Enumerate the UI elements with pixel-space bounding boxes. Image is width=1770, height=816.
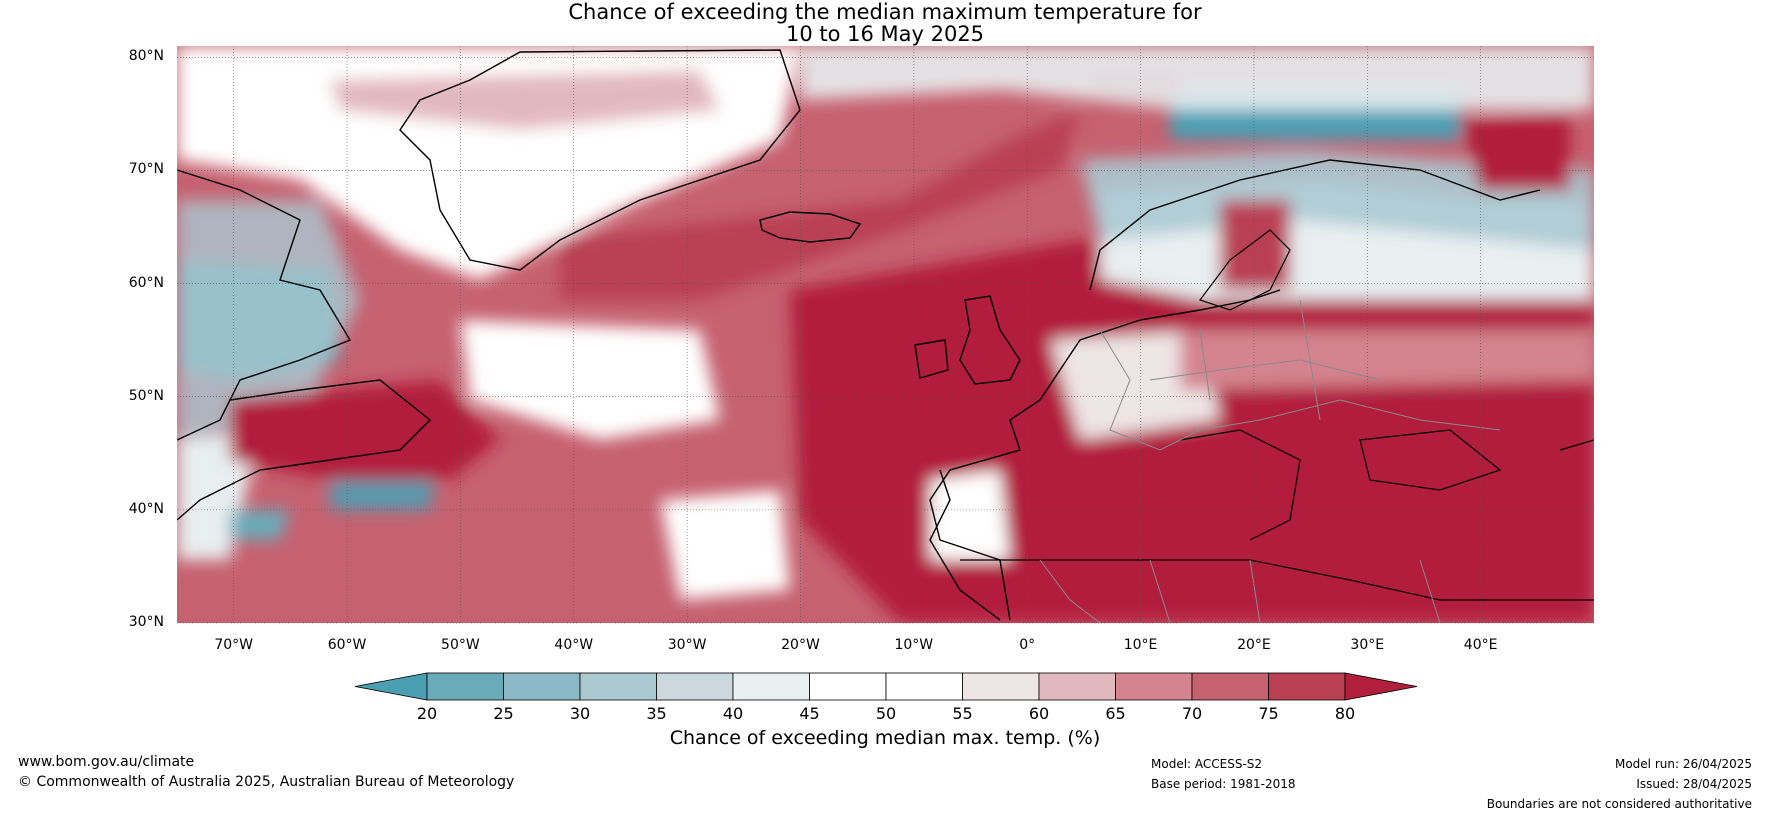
- latitude-label: 50°N: [128, 387, 164, 404]
- colorbar-bin: [732, 672, 810, 701]
- colorbar-tick-label: 35: [646, 704, 667, 723]
- map-date-range: 10 to 16 May 2025: [785, 22, 985, 46]
- colorbar-title: Chance of exceeding median max. temp. (%…: [669, 727, 1101, 749]
- colorbar-tick-label: 60: [1028, 704, 1050, 723]
- colorbar-tick-label: 50: [875, 704, 897, 723]
- map-title: Chance of exceeding the median maximum t…: [568, 0, 1202, 24]
- colorbar-bin: [809, 672, 887, 701]
- probability-field: [177, 46, 1594, 623]
- colorbar: [354, 672, 1418, 701]
- longitude-label: 40°W: [554, 637, 594, 653]
- longitude-label: 70°W: [214, 637, 253, 653]
- latitude-label: 40°N: [128, 500, 164, 517]
- model-run-text: Model run: 26/04/2025: [1614, 757, 1752, 771]
- longitude-label: 10°E: [1123, 637, 1158, 653]
- colorbar-bin: [503, 672, 581, 701]
- colorbar-tick-label: 25: [493, 704, 514, 723]
- issued-text: Issued: 28/04/2025: [1636, 777, 1752, 791]
- longitude-label: 60°W: [327, 637, 367, 653]
- latitude-label: 60°N: [128, 274, 164, 291]
- colorbar-bin: [1191, 672, 1269, 701]
- disclaimer-text: Boundaries are not considered authoritat…: [1486, 797, 1752, 811]
- colorbar-bin: [426, 672, 504, 701]
- colorbar-bin: [1038, 672, 1116, 701]
- colorbar-bin: [579, 672, 657, 701]
- latitude-label: 30°N: [128, 614, 164, 630]
- colorbar-tick-label: 45: [799, 704, 820, 723]
- graticule: [177, 46, 1594, 624]
- base-period-text: Base period: 1981-2018: [1151, 777, 1296, 791]
- website-text: www.bom.gov.au/climate: [18, 754, 195, 770]
- colorbar-bin: [962, 672, 1040, 701]
- colorbar-tick-label: 55: [952, 704, 973, 723]
- colorbar-bin: [885, 672, 963, 701]
- colorbar-bin: [1268, 672, 1346, 701]
- model-text: Model: ACCESS-S2: [1151, 757, 1263, 771]
- colorbar-tick-label: 80: [1334, 704, 1356, 723]
- colorbar-bin: [1115, 672, 1193, 701]
- longitude-label: 30°W: [667, 637, 707, 653]
- colorbar-tick-label: 40: [722, 704, 744, 723]
- latitude-label: 80°N: [128, 48, 164, 65]
- copyright-text: © Commonwealth of Australia 2025, Austra…: [18, 774, 515, 790]
- longitude-label: 20°E: [1237, 637, 1271, 653]
- longitude-label: 30°E: [1350, 637, 1385, 653]
- longitude-label: 0°: [1019, 637, 1036, 653]
- colorbar-tick-label: 20: [416, 704, 438, 723]
- longitude-label: 40°E: [1463, 637, 1498, 653]
- longitude-label: 10°W: [894, 637, 934, 653]
- colorbar-tick-label: 75: [1258, 704, 1279, 723]
- colorbar-bin: [656, 672, 734, 701]
- latitude-label: 70°N: [128, 161, 164, 178]
- colorbar-min-arrow: [354, 672, 428, 701]
- colorbar-tick-label: 65: [1105, 704, 1126, 723]
- colorbar-tick-label: 30: [569, 704, 591, 723]
- longitude-label: 20°W: [781, 637, 820, 653]
- colorbar-tick-label: 70: [1181, 704, 1203, 723]
- longitude-label: 50°W: [441, 637, 480, 653]
- colorbar-max-arrow: [1344, 672, 1418, 701]
